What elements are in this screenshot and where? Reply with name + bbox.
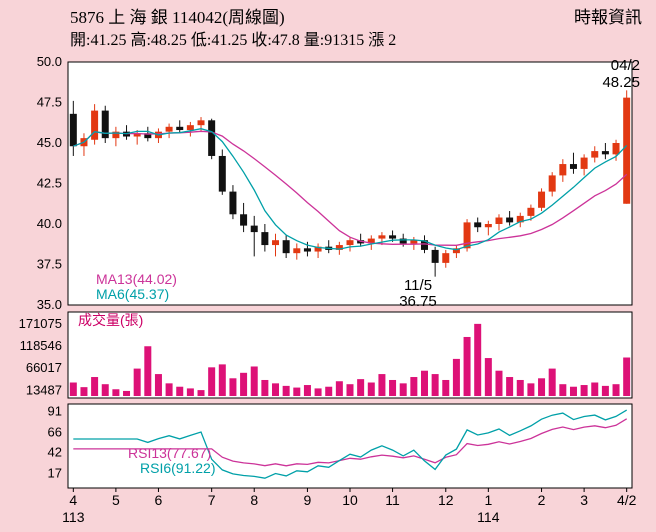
svg-text:4: 4 xyxy=(69,492,77,508)
page-title: 5876 上 海 銀 114042(周線圖) xyxy=(70,8,285,27)
svg-text:12: 12 xyxy=(438,492,454,508)
svg-text:7: 7 xyxy=(208,492,216,508)
svg-text:42: 42 xyxy=(48,445,62,460)
svg-text:66017: 66017 xyxy=(26,360,62,375)
svg-text:11: 11 xyxy=(385,492,400,508)
annotation-low-date: 11/5 xyxy=(403,277,433,294)
svg-text:42.5: 42.5 xyxy=(37,176,62,191)
svg-text:91: 91 xyxy=(48,404,62,419)
rsi6-legend: RSI6(91.22) xyxy=(140,460,216,476)
svg-text:35.0: 35.0 xyxy=(37,297,62,312)
svg-text:4/2: 4/2 xyxy=(617,492,637,508)
svg-text:3: 3 xyxy=(580,492,588,508)
annotation-low: 11/5 36.75 xyxy=(388,278,448,310)
annotation-latest: 04/2 48.25 xyxy=(602,57,640,91)
svg-text:114: 114 xyxy=(477,509,500,525)
svg-text:37.5: 37.5 xyxy=(37,257,62,272)
svg-text:113: 113 xyxy=(62,509,85,525)
svg-text:40.0: 40.0 xyxy=(37,216,62,231)
svg-text:6: 6 xyxy=(155,492,163,508)
ma13-legend: MA13(44.02) xyxy=(96,271,177,287)
svg-text:2: 2 xyxy=(538,492,546,508)
svg-text:66: 66 xyxy=(48,425,62,440)
annotation-latest-date: 04/2 xyxy=(610,57,640,74)
ma6-legend: MA6(45.37) xyxy=(96,286,170,302)
svg-text:17: 17 xyxy=(48,466,62,481)
svg-text:5: 5 xyxy=(112,492,120,508)
rsi13-legend: RSI13(77.67) xyxy=(128,445,212,461)
data-source-label: 時報資訊 xyxy=(574,8,642,27)
volume-label: 成交量(張) xyxy=(78,312,144,328)
ohlc-summary: 開:41.25 高:48.25 低:41.25 收:47.8 量:91315 漲… xyxy=(70,32,397,49)
svg-text:118546: 118546 xyxy=(20,338,62,353)
svg-text:171075: 171075 xyxy=(19,316,62,331)
annotation-low-value: 36.75 xyxy=(399,293,437,310)
annotation-latest-high: 48.25 xyxy=(602,74,640,91)
svg-text:13487: 13487 xyxy=(26,382,62,397)
svg-text:9: 9 xyxy=(304,492,312,508)
svg-text:50.0: 50.0 xyxy=(37,54,62,69)
svg-text:1: 1 xyxy=(484,492,492,508)
svg-text:45.0: 45.0 xyxy=(37,135,62,150)
svg-text:10: 10 xyxy=(342,492,358,508)
header: 5876 上 海 銀 114042(周線圖) 時報資訊 xyxy=(70,8,642,28)
svg-text:47.5: 47.5 xyxy=(37,95,62,110)
svg-text:8: 8 xyxy=(250,492,258,508)
